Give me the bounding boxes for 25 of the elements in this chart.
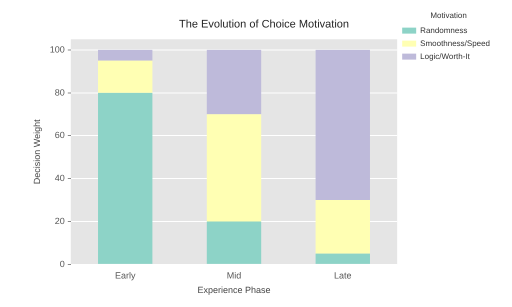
y-tick-label: 40 (54, 173, 65, 184)
y-tick-label: 100 (50, 44, 65, 54)
chart-title: The Evolution of Choice Motivation (179, 18, 349, 31)
bar (206, 222, 262, 264)
bar (98, 50, 152, 61)
bar (316, 200, 370, 254)
x-tick-label: Mid (226, 270, 242, 280)
legend-title: Motivation (430, 11, 467, 20)
bar (316, 254, 370, 264)
y-axis-title: Decision Weight (32, 118, 42, 184)
legend-label: Smoothness/Speed (420, 38, 490, 48)
legend-label: Randomness (420, 26, 468, 35)
y-tick-label: 0 (60, 258, 65, 269)
y-tick-label: 80 (54, 87, 65, 98)
y-tick-label: 20 (54, 216, 65, 226)
bar (98, 60, 152, 93)
y-tick-label: 60 (54, 130, 65, 140)
x-tick-label: Early (114, 270, 136, 280)
x-axis-title: Experience Phase (197, 285, 271, 296)
bar (206, 114, 262, 222)
legend-label: Logic/Worth-It (420, 52, 471, 61)
bar (316, 50, 370, 200)
bar (206, 50, 262, 114)
x-tick-label: Late (334, 270, 352, 280)
bar (98, 92, 152, 264)
